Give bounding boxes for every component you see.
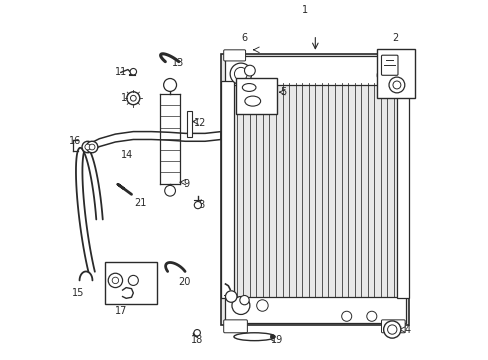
Circle shape xyxy=(341,311,351,321)
FancyBboxPatch shape xyxy=(381,55,397,75)
Bar xyxy=(104,262,156,304)
Bar xyxy=(187,111,192,137)
Text: 10: 10 xyxy=(121,93,133,103)
Circle shape xyxy=(244,65,255,76)
FancyBboxPatch shape xyxy=(381,320,405,333)
Text: 3: 3 xyxy=(398,82,404,92)
Text: 15: 15 xyxy=(72,288,84,298)
Text: 20: 20 xyxy=(178,277,190,287)
Text: 9: 9 xyxy=(183,179,189,189)
Bar xyxy=(235,78,276,114)
Text: 18: 18 xyxy=(191,334,203,345)
Circle shape xyxy=(392,81,400,89)
FancyBboxPatch shape xyxy=(383,50,405,61)
Ellipse shape xyxy=(242,84,255,91)
Circle shape xyxy=(231,297,249,315)
Circle shape xyxy=(130,95,136,101)
Bar xyxy=(224,56,405,85)
Text: 8: 8 xyxy=(198,200,204,210)
Text: 12: 12 xyxy=(194,118,206,128)
Circle shape xyxy=(270,334,274,339)
Circle shape xyxy=(128,275,138,285)
FancyBboxPatch shape xyxy=(223,320,247,333)
Circle shape xyxy=(108,273,122,288)
Circle shape xyxy=(194,202,201,209)
Circle shape xyxy=(383,321,400,338)
FancyBboxPatch shape xyxy=(221,54,408,325)
Circle shape xyxy=(85,144,90,150)
Text: 17: 17 xyxy=(114,306,127,316)
Circle shape xyxy=(89,144,95,150)
FancyBboxPatch shape xyxy=(223,50,245,61)
Text: 7: 7 xyxy=(227,292,233,302)
Bar xyxy=(396,81,408,298)
Text: 1: 1 xyxy=(302,5,308,15)
Ellipse shape xyxy=(233,333,275,341)
Circle shape xyxy=(256,300,267,311)
Circle shape xyxy=(234,67,247,80)
Circle shape xyxy=(230,63,251,85)
Circle shape xyxy=(130,68,136,75)
Circle shape xyxy=(164,185,175,196)
Circle shape xyxy=(194,329,200,336)
Circle shape xyxy=(163,78,176,91)
Text: 11: 11 xyxy=(115,67,127,77)
Circle shape xyxy=(239,296,249,305)
Ellipse shape xyxy=(244,96,260,106)
Circle shape xyxy=(388,77,404,93)
Circle shape xyxy=(86,141,98,153)
Text: 4: 4 xyxy=(403,325,409,334)
Text: 16: 16 xyxy=(69,136,81,145)
Bar xyxy=(224,297,405,323)
Bar xyxy=(376,49,414,98)
Text: 2: 2 xyxy=(391,33,398,43)
Circle shape xyxy=(126,92,140,105)
Text: 21: 21 xyxy=(134,198,146,208)
Circle shape xyxy=(82,141,93,153)
Circle shape xyxy=(112,277,119,284)
Circle shape xyxy=(376,68,391,82)
Circle shape xyxy=(225,291,237,302)
Text: 19: 19 xyxy=(271,334,283,345)
Circle shape xyxy=(387,325,396,334)
Text: 6: 6 xyxy=(241,33,246,43)
Text: 5: 5 xyxy=(280,87,286,97)
Bar xyxy=(221,81,233,298)
Circle shape xyxy=(366,311,376,321)
Text: 14: 14 xyxy=(121,150,133,160)
Text: 13: 13 xyxy=(172,58,184,68)
